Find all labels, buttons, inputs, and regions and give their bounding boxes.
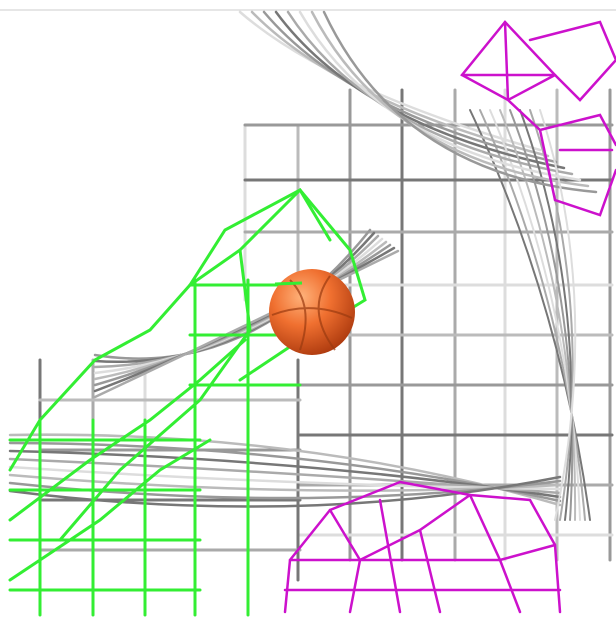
mesh-line — [506, 98, 616, 217]
mesh-line — [188, 188, 332, 287]
magenta-mesh — [283, 20, 616, 614]
green-mesh — [8, 188, 367, 617]
mesh-line — [539, 109, 577, 521]
mesh-line — [250, 10, 550, 158]
mesh-line — [469, 109, 591, 521]
green-bond — [274, 281, 303, 286]
mesh-line — [8, 438, 212, 582]
mesh-line — [519, 109, 573, 521]
mesh-line — [509, 109, 574, 521]
mesh-line — [322, 10, 598, 194]
atom-sphere — [269, 269, 355, 355]
mesh-line — [460, 20, 616, 102]
mesh-line — [283, 498, 562, 614]
mesh-line — [8, 338, 247, 522]
mesh-line — [328, 493, 522, 614]
mesh-line — [283, 480, 562, 614]
mesh-line — [238, 188, 367, 382]
sphere-seams — [271, 275, 353, 351]
sphere — [269, 269, 355, 355]
mesh-line — [8, 475, 562, 508]
mesh-line — [58, 248, 252, 542]
mesh-line — [489, 109, 581, 521]
